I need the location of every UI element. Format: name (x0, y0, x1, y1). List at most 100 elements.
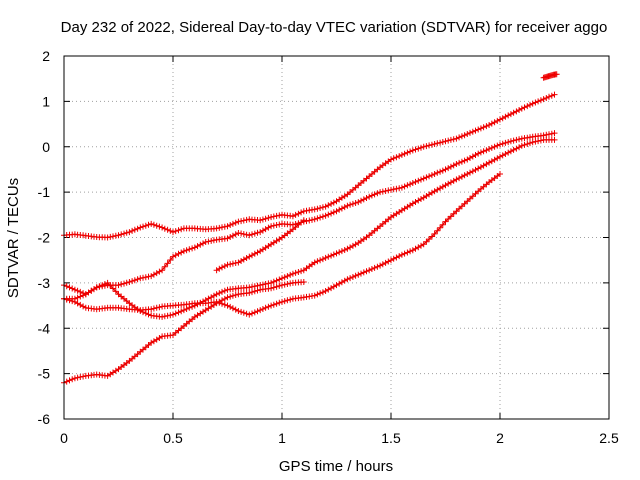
data-point (488, 120, 495, 127)
data-point (314, 258, 321, 265)
x-tick-label: 2.5 (599, 430, 619, 446)
data-point (360, 196, 367, 203)
data-point (491, 143, 498, 150)
data-point (453, 176, 460, 183)
data-point (371, 191, 378, 198)
data-point (527, 140, 533, 147)
data-point (437, 168, 444, 175)
data-point (101, 281, 108, 287)
data-point (464, 131, 471, 137)
data-point (486, 159, 493, 166)
data-point (69, 376, 76, 383)
data-point (142, 222, 149, 229)
data-point (246, 253, 253, 260)
data-point (232, 231, 239, 238)
data-point (257, 307, 264, 314)
data-point (126, 229, 133, 236)
data-point (475, 150, 482, 157)
data-point (450, 210, 457, 217)
data-point (112, 232, 119, 239)
data-point (445, 216, 452, 222)
data-point (396, 253, 403, 260)
data-point (426, 173, 433, 180)
data-point (518, 142, 525, 149)
data-point (96, 283, 103, 290)
series-track-5 (61, 279, 307, 386)
data-point (284, 297, 291, 304)
data-point (175, 227, 182, 234)
y-axis-label: SDTVAR / TECUs (5, 178, 22, 298)
data-point (355, 271, 362, 278)
data-point (467, 129, 473, 136)
data-point (240, 231, 247, 238)
data-point (420, 241, 427, 248)
data-point (412, 146, 419, 153)
data-point (159, 267, 166, 274)
data-point (358, 270, 364, 277)
data-point (491, 119, 498, 126)
data-point (486, 122, 493, 128)
data-point (213, 291, 220, 298)
data-point (276, 282, 283, 289)
data-point (175, 250, 182, 257)
data-point (134, 276, 141, 283)
data-point (524, 103, 531, 110)
data-point (63, 296, 70, 303)
data-point (189, 245, 196, 252)
data-point (229, 232, 236, 239)
data-point (121, 280, 127, 287)
data-point (172, 252, 179, 259)
data-point (314, 291, 321, 298)
data-point (115, 282, 122, 289)
data-point (524, 141, 531, 147)
data-point (104, 234, 111, 241)
x-axis-label: GPS time / hours (279, 458, 393, 475)
data-point (118, 231, 125, 238)
data-point (322, 203, 329, 210)
data-point (497, 116, 503, 123)
data-point (63, 283, 70, 290)
data-point (276, 212, 283, 219)
data-point (268, 279, 275, 286)
data-point (311, 259, 318, 266)
y-tick-label: -5 (38, 366, 51, 382)
data-point (112, 288, 119, 295)
data-point (254, 287, 261, 294)
data-point (257, 217, 264, 224)
data-point (279, 298, 285, 305)
data-point (347, 201, 354, 208)
data-point (502, 139, 509, 146)
y-tick-label: 1 (42, 93, 50, 109)
series-track-1 (61, 91, 558, 241)
data-point (434, 186, 441, 193)
data-point (502, 113, 509, 120)
data-point (319, 289, 326, 296)
x-tick-label: 2 (496, 430, 504, 446)
data-point (221, 287, 228, 294)
data-point (456, 175, 463, 182)
data-point (298, 268, 305, 275)
data-point (156, 304, 163, 311)
data-point (303, 218, 310, 225)
chart-title: Day 232 of 2022, Sidereal Day-to-day VTE… (61, 19, 608, 36)
data-point (368, 266, 375, 272)
data-point (178, 249, 185, 256)
data-point (363, 268, 370, 275)
data-point (461, 172, 468, 179)
data-point (439, 139, 446, 145)
data-point (249, 310, 255, 317)
data-point (172, 310, 179, 317)
data-point (80, 303, 87, 310)
data-point (164, 260, 171, 267)
data-point (407, 181, 414, 188)
data-point (142, 274, 149, 281)
data-point (319, 256, 326, 263)
data-point (379, 261, 386, 268)
data-point (521, 104, 528, 111)
data-point (276, 299, 283, 306)
data-point (172, 228, 179, 235)
data-point (330, 209, 337, 216)
data-point (259, 216, 266, 223)
